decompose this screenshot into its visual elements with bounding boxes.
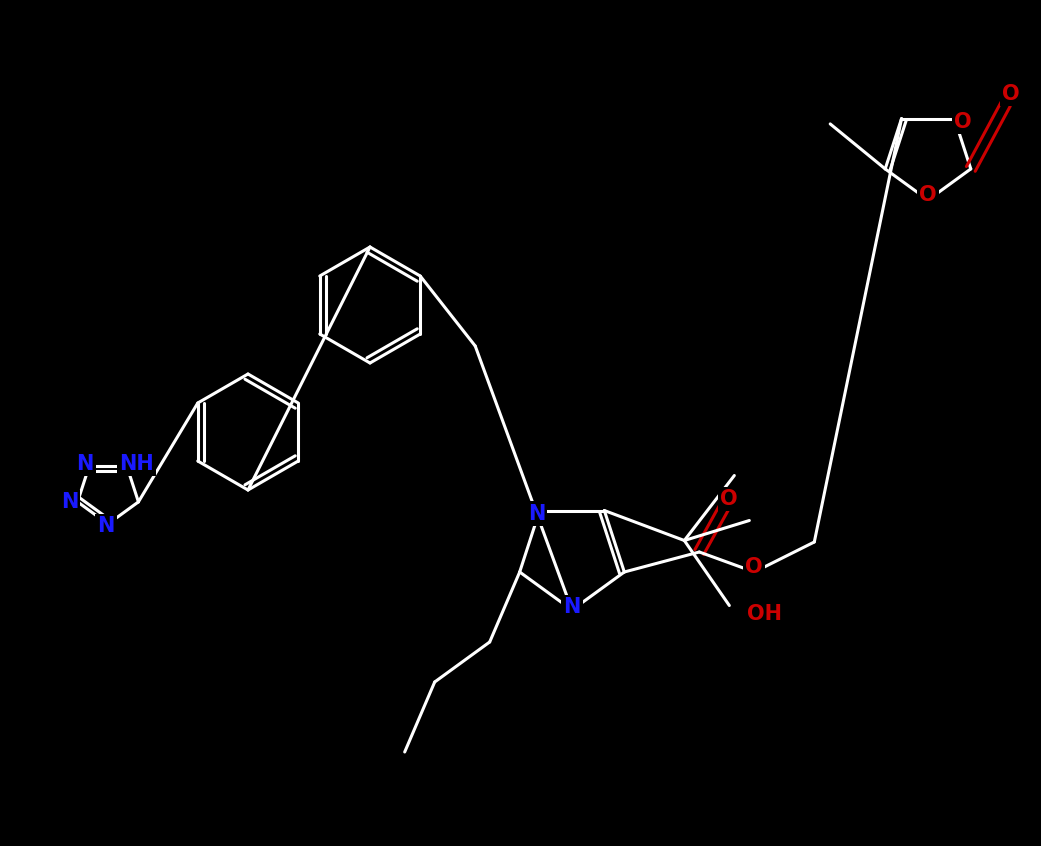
- Text: O: O: [745, 557, 763, 577]
- Text: O: O: [720, 489, 738, 509]
- Text: NH: NH: [120, 454, 154, 474]
- Text: N: N: [563, 597, 581, 617]
- Text: N: N: [60, 492, 78, 512]
- Text: O: O: [919, 185, 937, 205]
- Text: OH: OH: [747, 603, 783, 624]
- Text: N: N: [97, 516, 115, 536]
- Text: O: O: [954, 112, 971, 132]
- Text: O: O: [1002, 84, 1019, 104]
- Text: N: N: [528, 503, 545, 524]
- Text: N: N: [76, 454, 94, 474]
